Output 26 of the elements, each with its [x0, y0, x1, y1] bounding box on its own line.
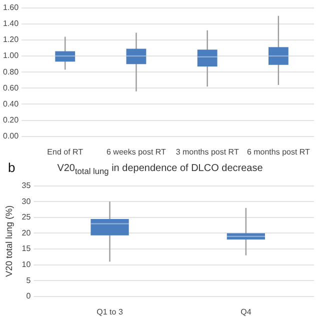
text: b — [8, 160, 16, 175]
y-tick-label: 0 — [26, 292, 32, 301]
y-tick-label: 0.20 — [2, 116, 20, 125]
x-tick-label: 3 months post RT — [176, 147, 239, 156]
y-tick-label: 1.40 — [2, 19, 20, 28]
x-tick-label: 6 months post RT — [246, 147, 310, 156]
y-tick-label: 30 — [22, 196, 32, 206]
y-tick-label: 5 — [26, 276, 32, 285]
y-tick-label: 35 — [22, 181, 32, 190]
y-tick-label: 1.60 — [2, 3, 20, 12]
y-tick-label: 0.60 — [2, 83, 20, 92]
y-tick-label: 0.00 — [2, 132, 20, 141]
x-tick-label: 6 weeks post RT — [106, 147, 166, 156]
x-tick-label: Q4 — [240, 307, 252, 316]
y-tick-label: 20 — [22, 228, 32, 238]
y-tick-label: 0.80 — [2, 67, 20, 76]
chart-title: V20$_{total lung}$ in dependence of DLCO decrease — [57, 163, 263, 176]
x-tick-label: Q1 to 3 — [96, 307, 124, 316]
y-axis-title: V20 total lung (%) — [4, 205, 14, 277]
y-tick-label: 15 — [22, 244, 32, 254]
x-tick-label: End of RT — [47, 147, 84, 156]
y-tick-label: 25 — [22, 212, 32, 222]
y-tick-label: 0.40 — [2, 99, 20, 108]
y-tick-label: 10 — [22, 260, 32, 270]
y-tick-label: 1.20 — [2, 35, 20, 44]
y-tick-label: 1.00 — [2, 51, 20, 60]
